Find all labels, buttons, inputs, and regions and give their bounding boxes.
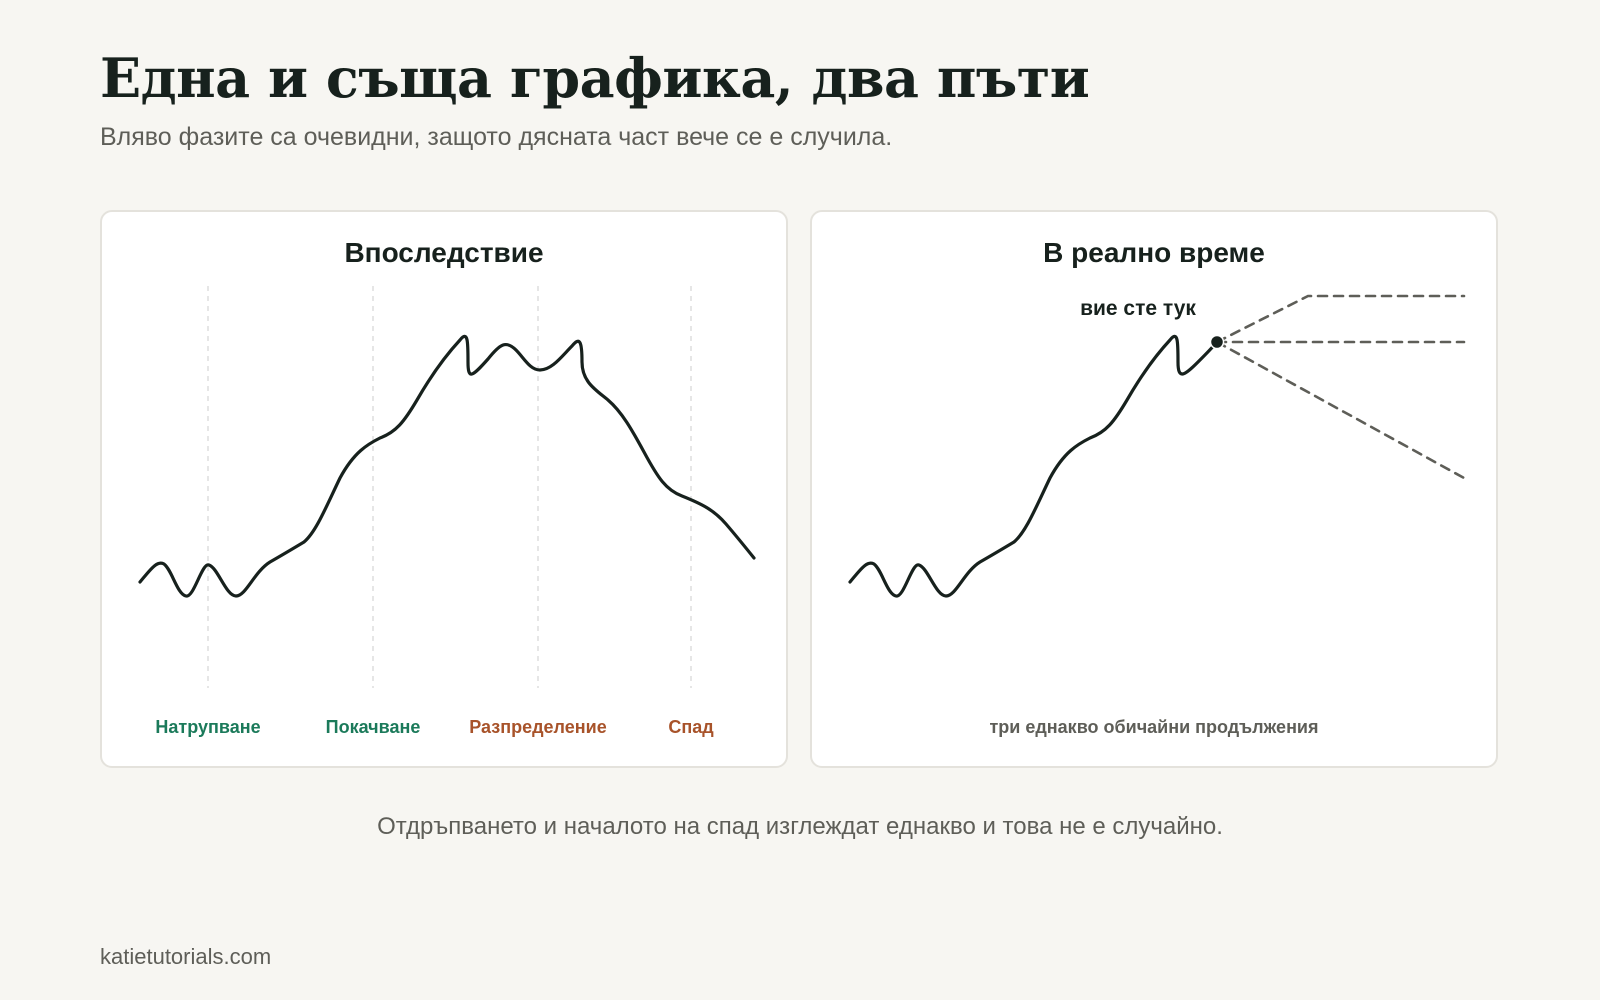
phase-label-markup: Покачване [325,717,421,737]
current-position-marker [1209,334,1225,350]
continuation-paths [1215,294,1466,480]
page-subtitle: Вляво фазите са очевидни, защото дясната… [100,123,893,151]
price-path-line [848,334,1219,598]
footer-site-link[interactable]: katietutorials.com [100,944,272,969]
page-title: Една и съща графика, два пъти [100,46,1090,110]
bottom-note: Отдръпването и началото на спад изглежда… [377,813,1223,840]
phase-label-markdown: Спад [668,717,714,737]
realtime-panel-title: В реално време [1043,237,1265,268]
realtime-panel: В реално време вие сте тук три еднакво о… [810,210,1498,768]
phase-divider-lines [207,286,692,688]
you-are-here-label: вие сте тук [1080,297,1196,320]
continuation-path-down [1215,340,1466,480]
phase-label-accumulation: Натрупване [155,717,261,737]
hindsight-panel-title: Впоследствие [344,237,544,268]
continuations-caption: три еднакво обичайни продължения [989,717,1319,737]
continuation-path-up [1215,294,1466,344]
phase-label-distribution: Разпределение [469,717,607,737]
hindsight-panel: Впоследствие Натрупване Покачване Разпре… [100,210,788,768]
price-path-line [138,334,756,598]
realtime-chart [848,294,1466,598]
hindsight-chart [138,286,756,688]
